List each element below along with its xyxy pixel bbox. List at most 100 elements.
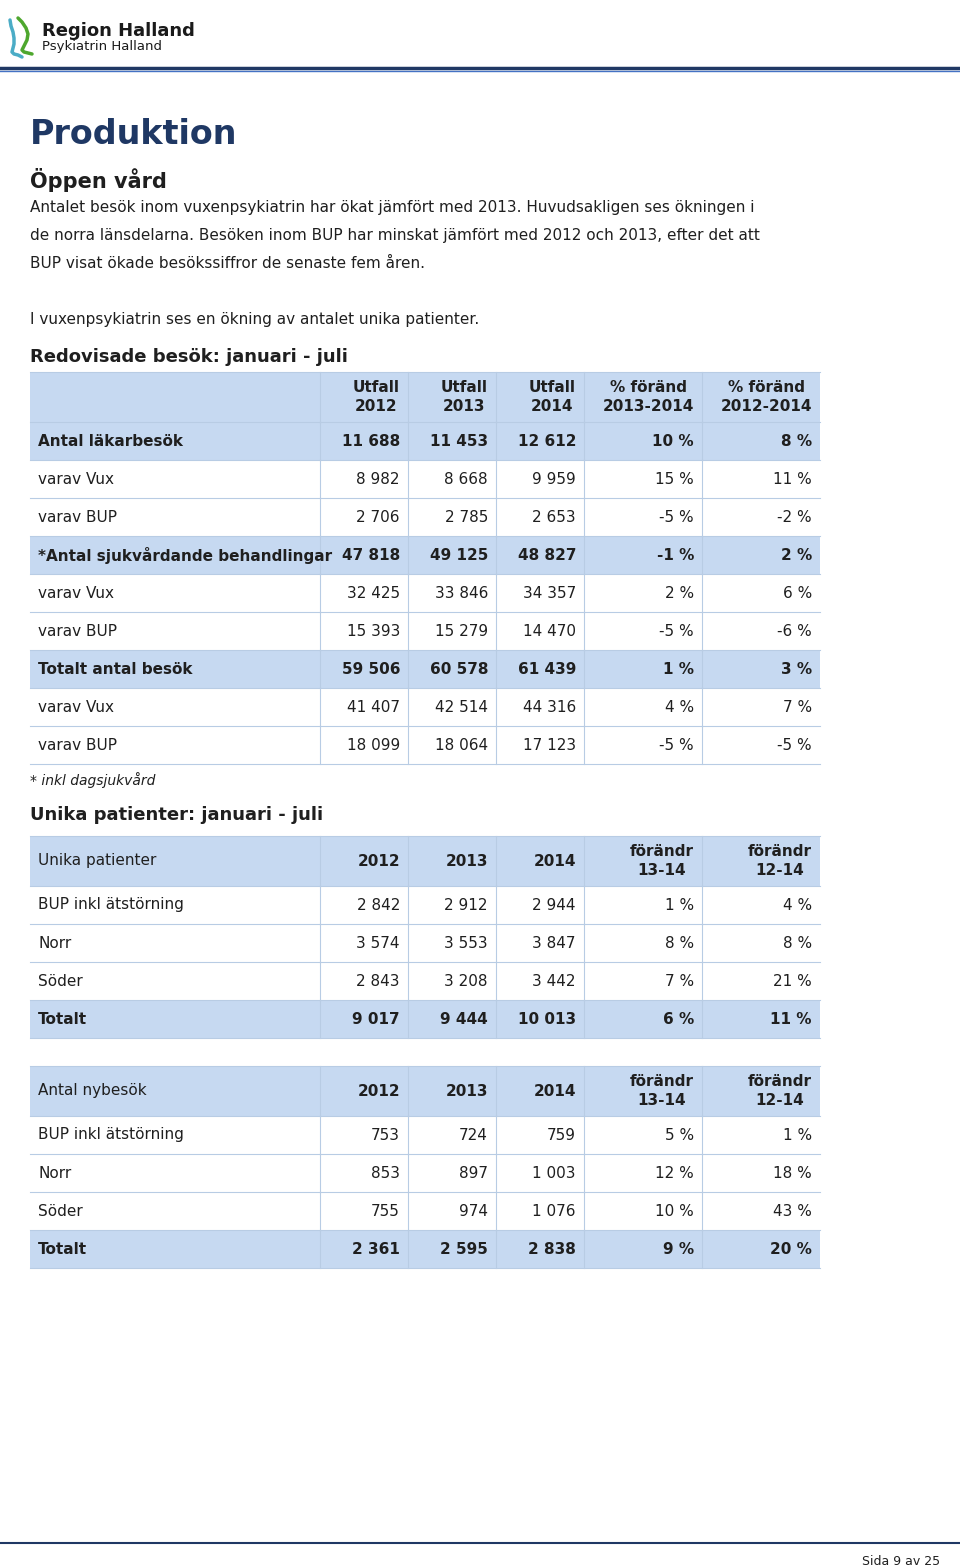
Text: Totalt antal besök: Totalt antal besök: [38, 661, 193, 677]
Text: Antal nybesök: Antal nybesök: [38, 1083, 147, 1098]
Text: 9 017: 9 017: [352, 1012, 400, 1026]
Text: 21 %: 21 %: [773, 973, 812, 989]
Bar: [30, 650, 820, 688]
Text: 20 %: 20 %: [770, 1241, 812, 1257]
Text: 47 818: 47 818: [342, 547, 400, 563]
Text: Utfall
2013: Utfall 2013: [441, 381, 488, 414]
Text: 2 842: 2 842: [356, 898, 400, 912]
Text: 11 %: 11 %: [773, 472, 812, 486]
Bar: [30, 1066, 820, 1116]
Text: Sida 9 av 25: Sida 9 av 25: [862, 1554, 940, 1567]
Bar: [30, 461, 820, 498]
Text: 32 425: 32 425: [347, 586, 400, 600]
Bar: [30, 1153, 820, 1192]
Text: 3 847: 3 847: [533, 935, 576, 951]
Text: *Antal sjukvårdande behandlingar: *Antal sjukvårdande behandlingar: [38, 547, 332, 564]
Text: 2 912: 2 912: [444, 898, 488, 912]
Text: 49 125: 49 125: [430, 547, 488, 563]
Text: varav BUP: varav BUP: [38, 738, 117, 752]
Text: 2 843: 2 843: [356, 973, 400, 989]
Text: 2 595: 2 595: [440, 1241, 488, 1257]
Text: 48 827: 48 827: [517, 547, 576, 563]
Text: 9 %: 9 %: [662, 1241, 694, 1257]
Text: BUP inkl ätstörning: BUP inkl ätstörning: [38, 1128, 184, 1142]
Text: 18 064: 18 064: [435, 738, 488, 752]
Text: 8 %: 8 %: [780, 434, 812, 448]
Text: Totalt: Totalt: [38, 1241, 87, 1257]
Text: 17 123: 17 123: [523, 738, 576, 752]
Text: 8 982: 8 982: [356, 472, 400, 486]
Text: Utfall
2012: Utfall 2012: [353, 381, 400, 414]
Bar: [30, 574, 820, 613]
Text: -5 %: -5 %: [660, 624, 694, 638]
Text: 34 357: 34 357: [523, 586, 576, 600]
Text: de norra länsdelarna. Besöken inom BUP har minskat jämfört med 2012 och 2013, ef: de norra länsdelarna. Besöken inom BUP h…: [30, 229, 760, 243]
Text: 3 %: 3 %: [780, 661, 812, 677]
Text: 1 076: 1 076: [533, 1203, 576, 1219]
Text: varav BUP: varav BUP: [38, 509, 117, 525]
Bar: [30, 837, 820, 885]
Text: 59 506: 59 506: [342, 661, 400, 677]
Text: I vuxenpsykiatrin ses en ökning av antalet unika patienter.: I vuxenpsykiatrin ses en ökning av antal…: [30, 312, 479, 328]
Text: 4 %: 4 %: [782, 898, 812, 912]
Bar: [30, 1192, 820, 1230]
Text: Region Halland: Region Halland: [42, 22, 195, 41]
Text: 15 393: 15 393: [347, 624, 400, 638]
Text: 41 407: 41 407: [347, 699, 400, 715]
Text: Söder: Söder: [38, 1203, 83, 1219]
Text: 18 %: 18 %: [773, 1166, 812, 1180]
Text: 3 553: 3 553: [444, 935, 488, 951]
Text: 2012: 2012: [357, 854, 400, 868]
Text: 2013: 2013: [445, 854, 488, 868]
Text: varav Vux: varav Vux: [38, 472, 114, 486]
Text: 3 574: 3 574: [356, 935, 400, 951]
Text: 14 470: 14 470: [523, 624, 576, 638]
Text: 60 578: 60 578: [429, 661, 488, 677]
Text: 9 959: 9 959: [532, 472, 576, 486]
Text: BUP inkl ätstörning: BUP inkl ätstörning: [38, 898, 184, 912]
Text: Utfall
2014: Utfall 2014: [529, 381, 576, 414]
Text: 974: 974: [459, 1203, 488, 1219]
Text: 6 %: 6 %: [782, 586, 812, 600]
Text: Produktion: Produktion: [30, 118, 237, 150]
Text: 8 668: 8 668: [444, 472, 488, 486]
Text: varav Vux: varav Vux: [38, 699, 114, 715]
Text: 11 %: 11 %: [771, 1012, 812, 1026]
Text: 1 %: 1 %: [663, 661, 694, 677]
Text: Redovisade besök: januari - juli: Redovisade besök: januari - juli: [30, 348, 348, 367]
Bar: [30, 1000, 820, 1037]
Text: 753: 753: [371, 1128, 400, 1142]
Bar: [30, 1116, 820, 1153]
Text: -6 %: -6 %: [778, 624, 812, 638]
Text: 759: 759: [547, 1128, 576, 1142]
Text: 15 %: 15 %: [656, 472, 694, 486]
Text: 724: 724: [459, 1128, 488, 1142]
Text: förändr
13-14: förändr 13-14: [630, 845, 694, 878]
Text: 2 706: 2 706: [356, 509, 400, 525]
Bar: [30, 726, 820, 765]
Text: 8 %: 8 %: [782, 935, 812, 951]
Text: 1 003: 1 003: [533, 1166, 576, 1180]
Text: Antal läkarbesök: Antal läkarbesök: [38, 434, 183, 448]
Text: 1 %: 1 %: [782, 1128, 812, 1142]
Text: 8 %: 8 %: [665, 935, 694, 951]
Text: Unika patienter: januari - juli: Unika patienter: januari - juli: [30, 805, 324, 824]
Text: 9 444: 9 444: [441, 1012, 488, 1026]
Text: 3 208: 3 208: [444, 973, 488, 989]
Text: 3 442: 3 442: [533, 973, 576, 989]
Text: % föränd
2013-2014: % föränd 2013-2014: [603, 381, 694, 414]
Text: 2012: 2012: [357, 1083, 400, 1098]
Bar: [30, 422, 820, 461]
Text: 43 %: 43 %: [773, 1203, 812, 1219]
Text: 44 316: 44 316: [523, 699, 576, 715]
Bar: [30, 1230, 820, 1268]
Bar: [30, 536, 820, 574]
Bar: [30, 925, 820, 962]
Text: Totalt: Totalt: [38, 1012, 87, 1026]
Bar: [30, 371, 820, 422]
Text: 12 %: 12 %: [656, 1166, 694, 1180]
Text: -5 %: -5 %: [778, 738, 812, 752]
Text: 33 846: 33 846: [435, 586, 488, 600]
Bar: [30, 498, 820, 536]
Text: 2014: 2014: [534, 854, 576, 868]
